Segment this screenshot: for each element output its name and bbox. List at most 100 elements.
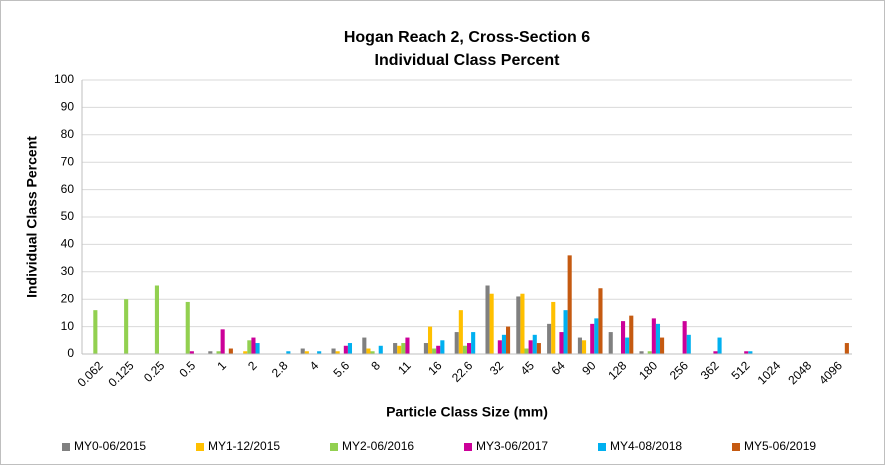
bar bbox=[343, 345, 348, 354]
bar bbox=[255, 343, 260, 354]
bar bbox=[594, 318, 599, 354]
bar bbox=[185, 301, 190, 354]
bar bbox=[744, 351, 749, 354]
legend-swatch bbox=[196, 443, 204, 451]
bar bbox=[93, 310, 98, 354]
bar bbox=[405, 337, 410, 354]
bar bbox=[655, 323, 661, 354]
chart-title: Hogan Reach 2, Cross-Section 6 bbox=[344, 29, 590, 46]
chart-subtitle: Individual Class Percent bbox=[375, 52, 561, 69]
bar bbox=[567, 255, 572, 354]
bar bbox=[713, 351, 718, 354]
bar bbox=[454, 332, 459, 354]
x-axis-title: Particle Class Size (mm) bbox=[386, 404, 548, 420]
bar bbox=[286, 351, 291, 354]
bar bbox=[536, 343, 541, 354]
bar bbox=[458, 310, 463, 354]
bar bbox=[528, 340, 533, 354]
bar bbox=[397, 345, 402, 354]
bar bbox=[228, 348, 233, 354]
bar bbox=[304, 351, 309, 354]
y-tick-label: 20 bbox=[61, 291, 75, 305]
legend-swatch bbox=[732, 443, 740, 451]
bar bbox=[347, 343, 353, 354]
y-tick-label: 30 bbox=[61, 264, 75, 278]
bar bbox=[124, 299, 129, 354]
bar bbox=[844, 343, 849, 354]
bar bbox=[577, 337, 582, 354]
bar bbox=[682, 321, 687, 354]
bar bbox=[393, 343, 398, 354]
legend-label: MY5-06/2019 bbox=[744, 439, 816, 453]
bar bbox=[497, 340, 502, 354]
bar bbox=[532, 334, 537, 354]
y-tick-label: 100 bbox=[54, 72, 74, 86]
bar bbox=[462, 345, 467, 354]
y-tick-label: 50 bbox=[61, 209, 75, 223]
bar bbox=[440, 340, 445, 354]
bar bbox=[300, 348, 305, 354]
bar bbox=[647, 351, 652, 354]
bar bbox=[489, 293, 494, 354]
y-axis-title: Individual Class Percent bbox=[24, 136, 40, 298]
legend-label: MY2-06/2016 bbox=[342, 439, 414, 453]
y-tick-label: 70 bbox=[61, 154, 75, 168]
bar bbox=[520, 293, 525, 354]
bar bbox=[247, 340, 252, 354]
bar bbox=[432, 348, 437, 354]
bar bbox=[243, 351, 248, 354]
bar bbox=[524, 348, 529, 354]
legend-swatch bbox=[330, 443, 338, 451]
bar bbox=[621, 321, 626, 354]
legend-label: MY1-12/2015 bbox=[208, 439, 280, 453]
bar bbox=[717, 337, 722, 354]
bar bbox=[401, 343, 406, 354]
y-tick-label: 10 bbox=[61, 319, 75, 333]
bar bbox=[608, 332, 613, 354]
bar bbox=[660, 337, 665, 354]
y-tick-label: 90 bbox=[61, 100, 75, 114]
bar bbox=[686, 334, 691, 354]
y-tick-label: 80 bbox=[61, 127, 75, 141]
legend-swatch bbox=[62, 443, 70, 451]
y-tick-label: 40 bbox=[61, 237, 75, 251]
bar bbox=[506, 326, 511, 354]
bar bbox=[423, 343, 428, 354]
bar bbox=[629, 315, 634, 354]
bar bbox=[427, 326, 433, 354]
bar bbox=[208, 351, 213, 354]
legend-label: MY3-06/2017 bbox=[476, 439, 548, 453]
bar bbox=[471, 332, 476, 354]
bar bbox=[485, 285, 490, 354]
bar bbox=[436, 345, 441, 354]
bar bbox=[366, 348, 371, 354]
bar bbox=[317, 351, 322, 354]
bar bbox=[216, 351, 221, 354]
bar bbox=[220, 329, 225, 354]
legend-swatch bbox=[464, 443, 472, 451]
bar bbox=[516, 296, 521, 354]
legend-label: MY0-06/2015 bbox=[74, 439, 146, 453]
bar bbox=[370, 351, 375, 354]
bar bbox=[590, 323, 595, 354]
bar bbox=[625, 337, 630, 354]
bar bbox=[748, 351, 753, 354]
bar bbox=[362, 337, 367, 354]
bar bbox=[551, 301, 556, 354]
bar bbox=[563, 310, 568, 354]
bar bbox=[581, 340, 587, 354]
y-tick-label: 0 bbox=[67, 346, 74, 360]
bar bbox=[598, 288, 603, 354]
bar bbox=[467, 343, 472, 354]
bar bbox=[331, 348, 336, 354]
bar bbox=[559, 332, 564, 354]
legend-label: MY4-08/2018 bbox=[610, 439, 682, 453]
bar bbox=[335, 351, 340, 354]
legend-swatch bbox=[598, 443, 606, 451]
bar bbox=[189, 351, 194, 354]
bar bbox=[651, 318, 656, 354]
bar bbox=[251, 337, 256, 354]
bar bbox=[154, 285, 159, 354]
